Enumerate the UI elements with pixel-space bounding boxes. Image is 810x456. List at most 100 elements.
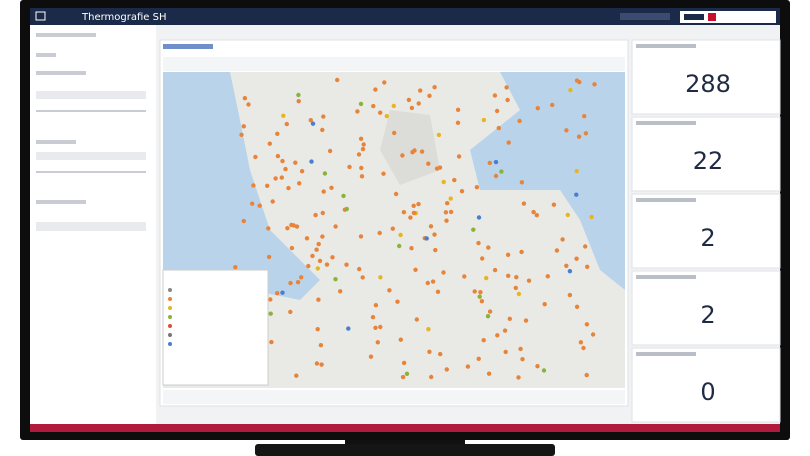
map-marker xyxy=(370,315,376,320)
map-marker xyxy=(567,292,573,298)
map-legend xyxy=(162,269,269,386)
map-marker xyxy=(327,148,333,154)
map-marker xyxy=(359,174,365,179)
map-marker xyxy=(288,309,293,315)
map-marker xyxy=(409,246,414,251)
map-marker xyxy=(441,179,446,185)
map-marker xyxy=(279,175,284,180)
map-marker xyxy=(513,285,518,291)
map-marker xyxy=(321,189,326,194)
map-marker xyxy=(519,180,525,185)
map-marker xyxy=(268,297,273,302)
kpi-tile xyxy=(631,193,781,269)
map-panel-title xyxy=(163,44,213,49)
footer-bar xyxy=(30,424,780,432)
kpi-value: 22 xyxy=(693,147,724,175)
map-marker xyxy=(400,374,406,380)
map-marker xyxy=(233,265,238,270)
map-marker xyxy=(316,241,321,247)
map-marker xyxy=(504,85,509,90)
map-marker xyxy=(401,360,407,366)
map-marker xyxy=(476,240,481,246)
legend-swatch xyxy=(168,306,172,310)
map-marker xyxy=(304,236,310,241)
slider[interactable] xyxy=(36,110,146,112)
sidebar-input[interactable] xyxy=(36,222,146,231)
map-marker xyxy=(471,227,476,232)
map-marker xyxy=(518,346,523,352)
map-marker xyxy=(455,120,461,126)
map-marker xyxy=(392,130,397,136)
map-marker xyxy=(516,291,522,297)
map-marker xyxy=(485,314,491,319)
map-marker xyxy=(341,193,346,199)
map-marker xyxy=(410,150,415,155)
map-toolbar[interactable] xyxy=(163,57,625,71)
map-marker xyxy=(268,311,273,316)
kpi-value: 2 xyxy=(700,301,715,329)
map-marker xyxy=(313,212,318,218)
map-marker xyxy=(523,318,529,323)
map-marker xyxy=(295,280,301,285)
map-marker xyxy=(505,252,511,257)
map-marker xyxy=(283,166,288,172)
map-marker xyxy=(581,345,586,351)
map-marker xyxy=(266,226,271,231)
map-marker xyxy=(486,245,491,250)
map-marker xyxy=(320,127,325,133)
map-marker xyxy=(427,349,432,354)
map-marker xyxy=(378,110,383,115)
map-marker xyxy=(297,181,302,186)
map-marker xyxy=(239,132,244,137)
map-marker xyxy=(521,201,527,206)
sidebar-input[interactable] xyxy=(36,91,146,99)
kpi-label xyxy=(636,44,696,48)
map-marker xyxy=(418,88,423,93)
logo-mark xyxy=(708,13,716,21)
map-marker xyxy=(306,263,311,269)
slider[interactable] xyxy=(36,171,146,173)
map-marker xyxy=(296,99,301,104)
kpi-label xyxy=(636,275,696,279)
map-marker xyxy=(346,326,351,331)
map-marker xyxy=(398,232,403,238)
map-marker xyxy=(478,290,483,295)
map-marker xyxy=(503,349,508,355)
map-marker xyxy=(492,93,498,98)
map-marker xyxy=(375,340,380,345)
map-marker xyxy=(378,324,383,330)
map-marker xyxy=(373,325,378,330)
map-marker xyxy=(358,136,364,141)
map-marker xyxy=(584,372,589,378)
sidebar-input[interactable] xyxy=(36,152,146,160)
map-marker xyxy=(481,338,486,343)
map-marker xyxy=(574,304,580,309)
map-marker xyxy=(462,274,467,279)
map-marker xyxy=(393,191,399,197)
map-marker xyxy=(275,153,281,159)
map-marker xyxy=(542,302,547,307)
map-marker xyxy=(414,317,419,322)
menu-icon[interactable] xyxy=(35,11,46,21)
sidebar-text xyxy=(36,53,56,57)
map-marker xyxy=(310,253,315,259)
sidebar-text xyxy=(36,33,96,37)
map-marker xyxy=(397,243,402,249)
map-marker xyxy=(360,146,366,152)
map-marker xyxy=(322,171,328,176)
map-marker xyxy=(310,121,316,126)
map-marker xyxy=(309,159,314,164)
map-marker xyxy=(551,202,557,207)
map-marker xyxy=(545,274,550,279)
map-marker xyxy=(499,169,504,174)
map-marker xyxy=(296,92,301,98)
map-marker xyxy=(565,212,570,218)
kpi-label xyxy=(636,352,696,356)
map-marker xyxy=(472,289,477,294)
map-marker xyxy=(526,278,532,283)
map-marker xyxy=(443,210,449,215)
top-icons[interactable] xyxy=(620,13,670,20)
map-marker xyxy=(481,117,487,123)
map-marker xyxy=(438,351,443,357)
